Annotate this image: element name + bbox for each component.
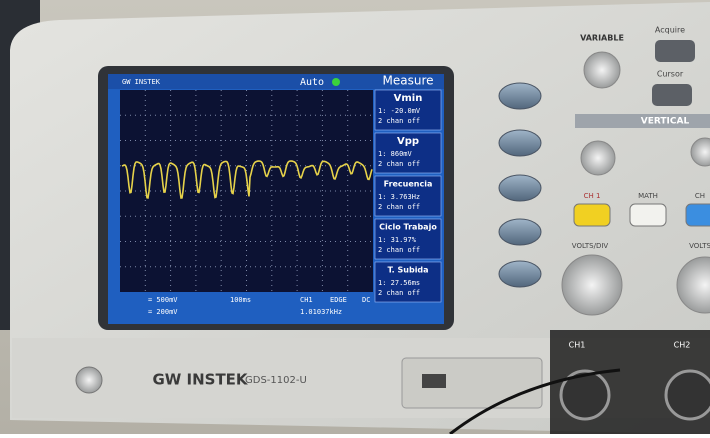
- measure-label: Ciclo Trabajo: [379, 223, 437, 232]
- cursor-button[interactable]: [652, 84, 692, 106]
- volts-knob-1[interactable]: [562, 255, 622, 315]
- measure-ch1: 1: 27.56ms: [378, 279, 420, 287]
- acquire-label: Acquire: [655, 26, 685, 35]
- ch1-button[interactable]: [574, 204, 610, 226]
- measure-label: Vmin: [394, 93, 423, 104]
- footer-coupling: DC: [362, 296, 370, 304]
- measure-ch2: 2 chan off: [378, 246, 420, 254]
- ch2-button[interactable]: [686, 204, 710, 226]
- brand: GW INSTEK: [152, 371, 248, 389]
- scene: GW INSTEK Auto Measure Vmin 1: -20.0mV 2 c…: [0, 0, 710, 434]
- model: GDS-1102-U: [245, 375, 307, 386]
- measure-ch1: 1: 860mV: [378, 150, 413, 158]
- scope-logo: GW INSTEK: [122, 78, 161, 86]
- footer-timebase: 100ms: [230, 296, 251, 304]
- soft-button[interactable]: [499, 261, 541, 287]
- footer-ch2-scale: = 200mV: [148, 308, 178, 316]
- measure-ch1: 1: 31.97%: [378, 236, 417, 244]
- soft-button[interactable]: [499, 130, 541, 156]
- ch1-button-label: CH 1: [584, 192, 601, 200]
- position-knob[interactable]: [581, 141, 615, 175]
- input-ch2-label: CH2: [674, 341, 691, 350]
- soft-button[interactable]: [499, 219, 541, 245]
- measure-ch2: 2 chan off: [378, 203, 420, 211]
- acquire-button[interactable]: [655, 40, 695, 62]
- usb-port: [422, 374, 446, 388]
- power-button[interactable]: [76, 367, 102, 393]
- footer-ch1-scale: = 500mV: [148, 296, 178, 304]
- cursor-label: Cursor: [657, 70, 684, 79]
- measure-label: Frecuencia: [384, 180, 433, 189]
- variable-label: VARIABLE: [580, 34, 624, 43]
- vertical-label: VERTICAL: [641, 117, 690, 127]
- footer-trigger-source: CH1: [300, 296, 313, 304]
- measure-ch2: 2 chan off: [378, 117, 420, 125]
- input-ch1-label: CH1: [569, 341, 586, 350]
- ch2-button-label: CH: [695, 192, 705, 200]
- variable-knob[interactable]: [584, 52, 620, 88]
- math-button[interactable]: [630, 204, 666, 226]
- bnc-ch2: [666, 371, 710, 419]
- measure-label: Vpp: [397, 136, 419, 147]
- status: Auto: [300, 77, 324, 88]
- status-led: [332, 78, 340, 86]
- soft-button[interactable]: [499, 175, 541, 201]
- footer-trigger-type: EDGE: [330, 296, 347, 304]
- volts-div-label: VOLTS/DIV: [572, 242, 609, 250]
- measure-ch2: 2 chan off: [378, 289, 420, 297]
- measure-ch1: 1: 3.763Hz: [378, 193, 420, 201]
- math-button-label: MATH: [638, 192, 658, 200]
- menu-title: Measure: [383, 74, 434, 88]
- measure-label: T. Subida: [387, 266, 428, 275]
- footer-frequency: 1.01037kHz: [300, 308, 342, 316]
- soft-button[interactable]: [499, 83, 541, 109]
- measure-ch2: 2 chan off: [378, 160, 420, 168]
- measure-ch1: 1: -20.0mV: [378, 107, 421, 115]
- volts-div-label-2: VOLTS: [689, 242, 710, 250]
